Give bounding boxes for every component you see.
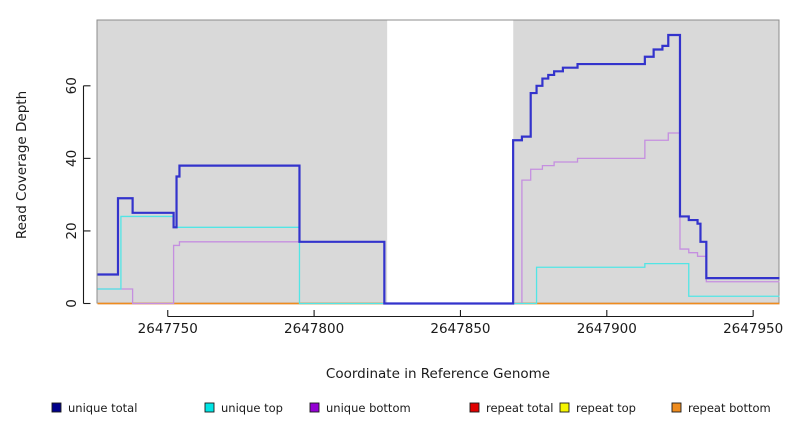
legend-label: repeat bottom	[688, 401, 771, 415]
data-series-group	[97, 33, 780, 305]
y-tick-label: 40	[64, 150, 80, 167]
shaded-region	[97, 20, 388, 304]
legend-item-repeat-total[interactable]: repeat total	[469, 401, 553, 415]
y-tick-label: 0	[64, 299, 80, 308]
legend-label: unique bottom	[326, 401, 411, 415]
legend-label: repeat total	[486, 401, 553, 415]
y-tick-label: 20	[64, 222, 80, 239]
x-tick-label: 2647800	[284, 321, 344, 337]
legend-item-repeat-top[interactable]: repeat top	[559, 401, 636, 415]
blank-region	[387, 20, 514, 304]
legend-swatch	[309, 402, 320, 413]
axis-tick-labels: 0 20 40 60 2647750 2647800 2647850 2647900 26479…	[64, 77, 783, 337]
legend-label: unique total	[68, 401, 137, 415]
axis-lines	[82, 85, 754, 318]
legend-item-unique-top[interactable]: unique top	[204, 401, 283, 415]
x-tick-label: 2647850	[430, 321, 490, 337]
legend-item-repeat-bottom[interactable]: repeat bottom	[671, 401, 771, 415]
legend-swatch	[204, 402, 215, 413]
legend-item-unique-bottom[interactable]: unique bottom	[309, 401, 411, 415]
series-line-unique-bottom	[97, 132, 780, 305]
series-line-unique-total	[97, 33, 780, 305]
axis-titles: Read Coverage Depth Coordinate in Referen…	[14, 91, 550, 382]
shaded-region	[513, 20, 780, 304]
legend-swatch	[469, 402, 480, 413]
x-tick-label: 2647750	[138, 321, 198, 337]
legend-label: unique top	[221, 401, 283, 415]
y-axis-title: Read Coverage Depth	[14, 91, 30, 239]
legend-item-unique-total[interactable]: unique total	[51, 401, 137, 415]
x-tick-label: 2647950	[723, 321, 783, 337]
legend-swatch	[51, 402, 62, 413]
y-tick-label: 60	[64, 77, 80, 94]
legend-label: repeat top	[576, 401, 636, 415]
legend-swatch	[671, 402, 682, 413]
x-tick-label: 2647900	[577, 321, 637, 337]
panel-backgrounds	[96, 19, 780, 304]
chart-legend: unique total unique top unique bottom repea…	[51, 401, 771, 415]
x-axis-title: Coordinate in Reference Genome	[326, 366, 550, 382]
legend-swatch	[559, 402, 570, 413]
